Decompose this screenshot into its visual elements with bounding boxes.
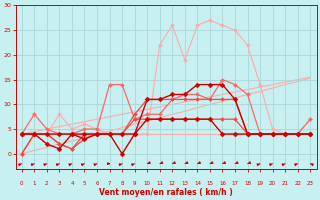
X-axis label: Vent moyen/en rafales ( km/h ): Vent moyen/en rafales ( km/h ) — [99, 188, 233, 197]
